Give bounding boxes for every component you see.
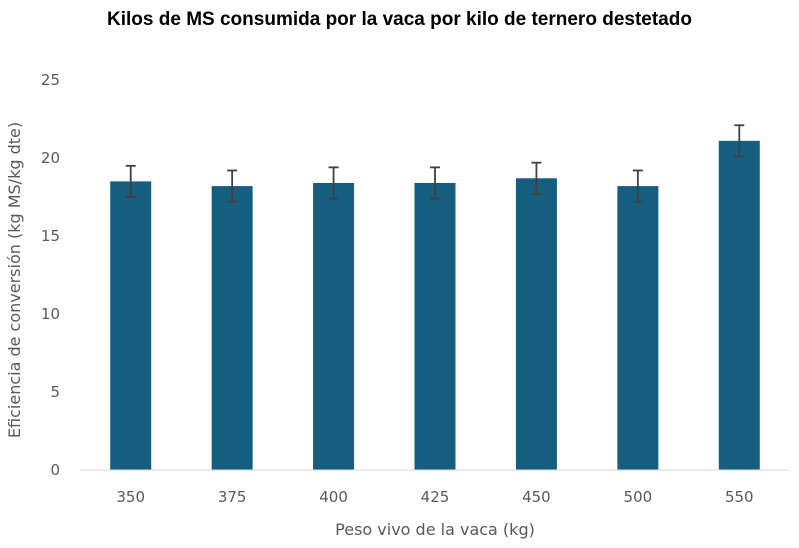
error-bar-550 bbox=[734, 124, 745, 158]
y-axis-ticks: 0 5 10 15 20 25 bbox=[41, 71, 60, 479]
y-tick-label: 0 bbox=[50, 461, 60, 479]
x-tick-label: 400 bbox=[319, 488, 348, 506]
y-tick-label: 20 bbox=[41, 149, 60, 167]
bar-350 bbox=[110, 181, 152, 470]
bar-500 bbox=[617, 186, 659, 470]
y-tick-label: 15 bbox=[41, 227, 60, 245]
x-axis-title: Peso vivo de la vaca (kg) bbox=[335, 520, 535, 539]
error-bar-500 bbox=[632, 169, 643, 203]
x-axis-ticks: 350 375 400 425 450 500 550 bbox=[116, 488, 753, 506]
chart-title: Kilos de MS consumida por la vaca por ki… bbox=[107, 9, 692, 30]
x-tick-label: 550 bbox=[725, 488, 754, 506]
x-tick-label: 350 bbox=[116, 488, 145, 506]
bar-375 bbox=[211, 186, 253, 470]
bar-550 bbox=[718, 140, 760, 470]
error-bar-400 bbox=[328, 166, 339, 200]
bar-450 bbox=[515, 178, 557, 470]
error-bar-450 bbox=[531, 161, 542, 195]
error-bar-425 bbox=[430, 166, 440, 200]
bar-425 bbox=[414, 182, 456, 470]
y-tick-label: 10 bbox=[41, 305, 60, 323]
x-tick-label: 425 bbox=[421, 488, 450, 506]
y-tick-label: 25 bbox=[41, 71, 60, 89]
error-bars bbox=[125, 124, 745, 203]
y-tick-label: 5 bbox=[50, 383, 60, 401]
y-axis-title: Eficiencia de conversión (kg MS/kg dte) bbox=[5, 122, 24, 438]
x-tick-label: 450 bbox=[522, 488, 551, 506]
x-tick-label: 500 bbox=[624, 488, 653, 506]
error-bar-375 bbox=[227, 169, 238, 203]
bar-400 bbox=[313, 182, 355, 470]
x-tick-label: 375 bbox=[218, 488, 247, 506]
error-bar-350 bbox=[125, 164, 136, 198]
bars bbox=[110, 140, 760, 470]
